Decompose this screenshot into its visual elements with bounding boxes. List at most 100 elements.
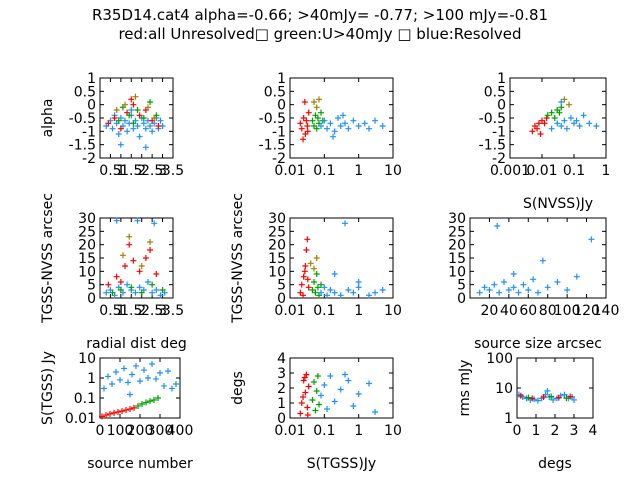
data-point [316,401,323,408]
data-point [119,408,125,415]
y-tick-label: 20 [268,238,286,254]
y-tick-label: 15 [268,251,286,267]
y-tick-label: -1.5 [69,138,96,154]
x-tick-label: 3 [158,163,167,179]
data-point [313,388,320,394]
x-tick-label: 400 [167,423,194,439]
data-point [379,123,386,129]
panel-2: 0.01 0.1 1 10-2-1.5-1-0.500.51 [259,71,402,179]
y-tick-label: 10 [78,351,96,367]
data-point [149,281,156,288]
y-tick-label: 20 [78,238,96,254]
data-point [157,117,164,124]
data-point [124,128,131,135]
x-axis-label: source number [87,456,193,472]
data-point [132,289,139,296]
y-axis-label: TGSS-NVSS arcsec [230,193,246,324]
x-tick-label: 0.01 [274,163,305,179]
plot-frame [516,357,594,419]
x-tick-label: 1 [602,163,611,179]
y-tick-label: 4 [277,351,286,367]
x-tick-label: 0.1 [313,163,335,179]
data-point [155,123,162,129]
data-point [301,268,308,275]
y-tick-label: 30 [448,211,466,227]
x-tick-label: 3 [158,303,167,319]
y-tick-label: 10 [78,264,96,280]
data-point [355,391,362,397]
y-tick-label: 30 [78,211,96,227]
chart-titles: R35D14.cat4 alpha=-0.66; >40mJy= -0.77; … [0,6,640,44]
data-point [310,265,317,272]
x-tick-label: 2.5 [141,163,163,179]
data-point [107,410,113,417]
data-point [561,391,568,398]
data-point [586,120,593,127]
data-point [567,393,574,400]
data-point [331,128,338,135]
x-tick-label: 0.01 [526,163,557,179]
data-point [340,112,347,119]
data-point [350,289,357,296]
y-tick-label: 1 [277,396,286,412]
data-point [486,287,493,293]
data-point [534,125,541,132]
data-point [130,257,137,264]
data-point [318,123,325,129]
data-point [361,120,368,127]
data-point [313,255,320,261]
data-point [342,120,349,127]
x-tick-label: 1 [116,303,125,319]
y-axis-label: rms mJy [457,360,473,417]
y-tick-label: 25 [268,224,286,240]
y-tick-label: -1 [272,124,286,140]
data-point [300,136,307,143]
data-point [355,284,362,291]
data-point [111,115,118,121]
x-tick-label: 0.001 [490,163,530,179]
data-point [301,99,308,105]
data-point [510,271,517,277]
data-point [327,287,334,293]
data-point [327,373,334,379]
x-axis-label: S(TGSS)Jy [307,456,376,472]
data-point [309,117,316,124]
x-axis-label: S(NVSS)Jy [523,196,593,212]
data-point [550,396,557,403]
data-point [318,109,325,116]
data-point [537,131,544,137]
data-point [113,107,120,113]
data-point [540,394,547,401]
data-point [300,377,307,384]
data-point [117,125,124,132]
data-point [324,406,331,412]
y-tick-label: 1 [87,371,96,387]
y-tick-label: 5 [457,278,466,294]
data-point [310,279,317,285]
data-point [117,376,123,383]
y-tick-label: 0 [277,411,286,427]
data-point [173,381,179,388]
data-point [312,407,319,414]
data-point [302,389,309,396]
data-point [350,403,357,409]
data-point [169,385,175,392]
y-tick-label: 0.5 [74,84,96,100]
data-point [131,404,137,411]
x-tick-label: 60 [519,303,537,319]
data-point [138,263,145,269]
data-point [573,117,580,124]
data-point [321,117,328,124]
data-point [379,287,386,293]
data-point [140,115,147,121]
data-point [115,408,121,415]
data-point [331,289,338,296]
y-axis-label: S(TGSS) Jy [40,351,56,425]
data-point [342,371,349,378]
data-point [494,223,501,229]
data-point [142,144,149,151]
